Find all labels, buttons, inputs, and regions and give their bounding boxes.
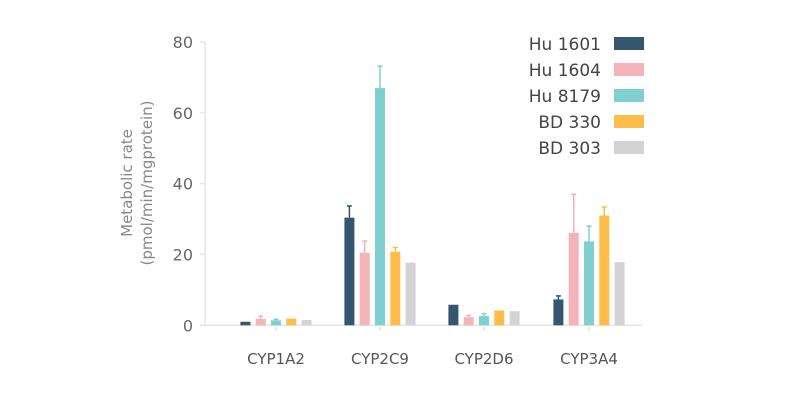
y-tick-label: 60: [173, 104, 193, 123]
bar-bd-330: [390, 251, 401, 326]
bar-bd-303: [509, 311, 520, 326]
legend-swatch: [614, 89, 644, 102]
bar-hu-1601: [448, 304, 459, 326]
bar-bd-330: [494, 310, 505, 326]
bar-hu-1601: [344, 217, 355, 326]
legend-label: Hu 1604: [529, 61, 601, 81]
legend-swatch: [614, 141, 644, 154]
legend-swatch: [614, 63, 644, 76]
x-tick-label: CYP2D6: [454, 350, 513, 368]
bar-hu-1604: [463, 317, 474, 326]
x-axis: CYP1A2 CYP2C9 CYP2D6 CYP3A4: [205, 324, 642, 368]
y-axis: 0 20 40 60 80: [173, 33, 206, 335]
y-tick-label: 20: [173, 245, 193, 264]
y-axis-label-line2: (pmol/min/mgprotein): [138, 100, 156, 265]
x-tick-label: CYP1A2: [247, 350, 305, 368]
bar-bd-303: [614, 262, 625, 326]
legend: Hu 1601 Hu 1604 Hu 8179 BD 330 BD 303: [529, 35, 644, 159]
bar-hu-1604: [359, 252, 370, 326]
y-tick-label: 80: [173, 33, 193, 52]
y-axis-label-line1: Metabolic rate: [118, 129, 136, 237]
legend-swatch: [614, 115, 644, 128]
bar-hu-8179: [479, 316, 489, 326]
bar-bd-330: [286, 318, 297, 326]
legend-swatch: [614, 37, 644, 50]
bar-hu-8179: [584, 241, 594, 326]
legend-label: BD 303: [538, 139, 601, 159]
legend-label: Hu 1601: [529, 35, 601, 55]
bar-hu-1601: [553, 299, 564, 326]
bar-hu-1604: [568, 232, 579, 326]
bar-hu-8179: [375, 88, 385, 326]
bar-hu-1601: [240, 321, 251, 326]
bar-bd-330: [599, 215, 610, 326]
bar-bd-303: [405, 262, 416, 326]
y-tick-label: 40: [173, 175, 193, 194]
legend-label: Hu 8179: [529, 87, 601, 107]
legend-label: BD 330: [538, 113, 601, 133]
x-tick-label: CYP2C9: [351, 350, 409, 368]
y-tick-label: 0: [183, 316, 193, 335]
bar-hu-1604: [255, 318, 266, 326]
bars: [240, 65, 625, 326]
bar-hu-8179: [271, 320, 281, 326]
bar-bd-303: [301, 319, 312, 326]
x-tick-label: CYP3A4: [560, 350, 618, 368]
